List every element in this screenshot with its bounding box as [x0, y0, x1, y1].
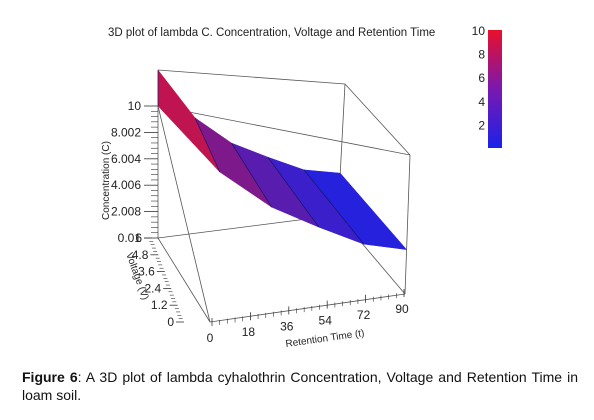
- frame-edge: [157, 105, 411, 156]
- colorbar: [488, 30, 502, 148]
- x-axis: 0 18 36 54 72 90: [207, 289, 409, 345]
- chart-title: 3D plot of lambda C. Concentration, Volt…: [108, 27, 435, 39]
- frame-edge: [157, 105, 211, 323]
- z-tick-label: 2.008: [111, 205, 141, 219]
- x-tick-label: 72: [357, 308, 371, 322]
- y-tick-label: 4.8: [132, 248, 149, 262]
- frame-edge: [157, 69, 346, 85]
- x-axis-label: Retention Time (t): [285, 328, 365, 350]
- frame-edge: [157, 237, 211, 323]
- colorbar-ticks: 2 4 6 8 10: [472, 24, 486, 132]
- z-tick-label: 8.002: [111, 125, 141, 139]
- y-tick-label: 0: [167, 315, 174, 329]
- z-axis-label: Concentration (C): [101, 141, 112, 220]
- x-tick-label: 54: [319, 314, 333, 328]
- surface-plot: 3D plot of lambda C. Concentration, Volt…: [101, 24, 502, 350]
- surface-gridline: [267, 157, 320, 228]
- colorbar-tick-label: 2: [478, 118, 485, 132]
- colorbar-tick-label: 10: [472, 24, 486, 38]
- x-tick-label: 36: [280, 319, 294, 333]
- surface-cell: [157, 87, 214, 159]
- surface-gridline: [303, 169, 364, 245]
- z-tick-label: 4.006: [111, 178, 141, 192]
- caption-text: : A 3D plot of lambda cyhalothrin Concen…: [22, 369, 578, 403]
- z-axis: 0.01 2.008 4.006 6.004 8.002 10: [111, 99, 158, 245]
- y-tick-label: 2.4: [145, 281, 162, 295]
- frame-edge: [404, 154, 411, 295]
- z-tick-label: 0.01: [118, 231, 142, 245]
- y-axis: 0 1.2 2.4 3.6 4.8 6: [132, 231, 184, 329]
- colorbar-tick-label: 8: [478, 48, 485, 62]
- surface-mesh: [157, 69, 408, 250]
- x-tick-label: 18: [242, 325, 256, 339]
- y-tick-label: 1.2: [151, 298, 168, 312]
- y-tick-label: 3.6: [138, 265, 155, 279]
- frame-edge: [209, 293, 406, 323]
- surface-gridline: [231, 142, 272, 208]
- surface-gridline: [194, 117, 221, 173]
- z-tick-label: 6.004: [111, 152, 141, 166]
- caption-label: Figure 6: [22, 369, 78, 385]
- x-tick-label: 90: [395, 302, 409, 316]
- figure-caption: Figure 6: A 3D plot of lambda cyhalothri…: [22, 368, 578, 404]
- frame-edge: [344, 83, 411, 156]
- x-tick-label: 0: [207, 331, 214, 345]
- colorbar-tick-label: 4: [478, 95, 485, 109]
- z-tick-label: 10: [128, 99, 142, 113]
- y-tick-label: 6: [135, 231, 142, 245]
- colorbar-tick-label: 6: [478, 71, 485, 85]
